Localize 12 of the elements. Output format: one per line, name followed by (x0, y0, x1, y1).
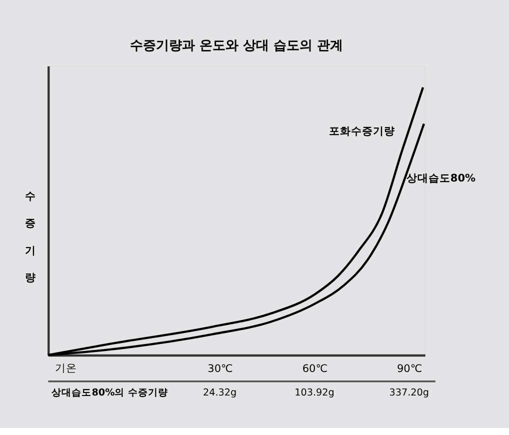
text: 수증기량 (25, 190, 36, 284)
text: 103.92g (294, 387, 334, 398)
x-tick-label: 60℃ (302, 363, 328, 376)
chart-title: 수증기량과 온도와 상대 습도의 관계 (130, 38, 344, 54)
series-label: 포화수증기량 (329, 125, 396, 138)
text: 337.20g (389, 387, 430, 398)
text: 상대습도80%의 수증기량 (52, 387, 168, 398)
x-axis-title: 기온 (55, 362, 78, 375)
series-label: 상대습도80% (406, 172, 476, 184)
x-tick-label: 30℃ (208, 363, 234, 376)
text: 24.32g (202, 387, 237, 398)
x-tick-label: 90℃ (396, 363, 422, 376)
